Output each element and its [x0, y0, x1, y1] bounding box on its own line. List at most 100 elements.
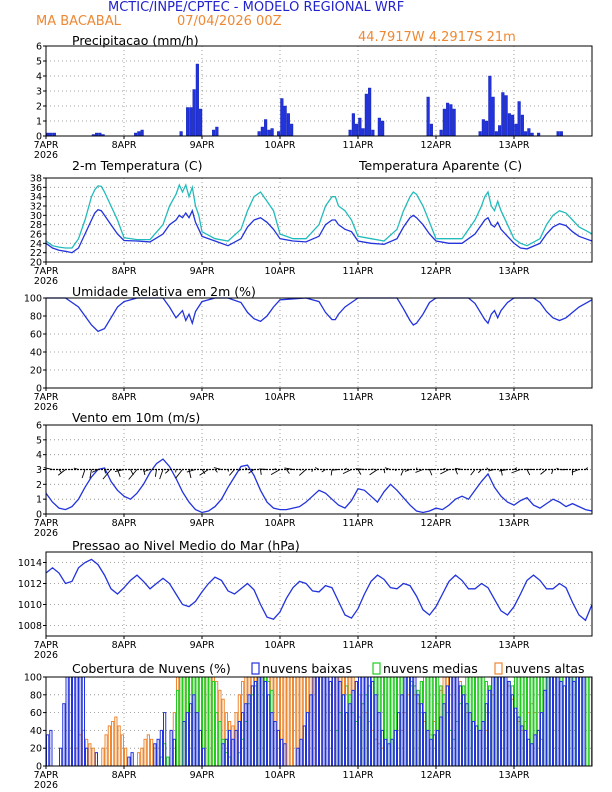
- cloud-bar-low: [338, 680, 342, 767]
- wind-barb: [415, 469, 424, 473]
- x-tick-label: 8APR: [112, 392, 137, 403]
- cloud-bar-low: [72, 676, 76, 767]
- x-tick-label: 9APR: [190, 518, 215, 529]
- wind-barb: [270, 469, 281, 476]
- cloud-bar-low: [452, 676, 456, 767]
- cloud-bar-low: [234, 729, 238, 767]
- cloud-bar-mid: [205, 676, 209, 767]
- cloud-bar-low: [510, 694, 514, 767]
- wind-barb: [245, 467, 248, 470]
- wind-barb: [201, 469, 206, 475]
- wind-barb: [331, 469, 339, 471]
- cloud-bar-low: [244, 703, 248, 767]
- cloud-bar-mid: [166, 756, 170, 767]
- y-tick-label: 3: [36, 87, 42, 98]
- cloud-bar-low: [364, 676, 368, 767]
- cloud-bar-low: [46, 734, 50, 767]
- wind-barb: [143, 469, 146, 476]
- cloud-bar-low: [85, 747, 89, 767]
- cloud-bar-low: [426, 729, 430, 767]
- wind-barb: [488, 469, 495, 472]
- y-tick-label: 30: [30, 211, 42, 222]
- precip-bar: [137, 131, 141, 137]
- cloud-bar-high: [293, 676, 297, 767]
- cloud-bar-mid: [218, 721, 222, 767]
- y-tick-label: 1: [36, 117, 42, 128]
- panel-clouds: 0 20 40 60 80 100 7APR 8APR 9APR 10APR 11APR 12APR 1…: [24, 661, 593, 791]
- precip-bar: [442, 108, 446, 137]
- cloud-bar-low: [81, 676, 85, 767]
- cloud-bar-low: [384, 738, 388, 767]
- cloud-bar-high: [124, 747, 128, 767]
- wind-barb: [284, 467, 294, 470]
- legend-label: nuvens medias: [383, 661, 478, 676]
- cloud-bar-low: [322, 676, 326, 767]
- cloud-bar-low: [423, 712, 427, 767]
- panel-precip: 0 1 2 3 4 5 6 7APR 8APR 9APR 10APR 11APR 12APR 13APR 2…: [34, 33, 593, 161]
- x-tick-label: 8APR: [112, 640, 137, 651]
- wind-barb: [186, 469, 196, 473]
- cloud-bar-low: [559, 680, 563, 767]
- x-tick-label: 11APR: [343, 640, 374, 651]
- series-line-rh-0: [46, 297, 593, 333]
- wind-barb: [454, 467, 463, 470]
- cloud-bar-low: [332, 676, 336, 767]
- cloud-bar-high: [143, 738, 147, 767]
- y-tick-label: 24: [30, 239, 42, 250]
- cloud-bar-low: [312, 676, 316, 767]
- y-tick-label: 60: [30, 708, 42, 719]
- cloud-bar-low: [315, 676, 319, 767]
- cloud-bar-low: [543, 689, 547, 767]
- cloud-bar-high: [88, 743, 92, 767]
- cloud-bar-low: [260, 676, 264, 767]
- wind-barb: [330, 469, 333, 476]
- cloud-bar-low: [575, 676, 579, 767]
- cloud-bar-low: [257, 676, 261, 767]
- cloud-bar-low: [432, 734, 436, 767]
- cloud-bar-high: [289, 676, 293, 767]
- x-tick-label: 13APR: [499, 266, 530, 277]
- cloud-bar-low: [478, 729, 482, 767]
- precip-bar: [267, 129, 271, 137]
- x-tick-label: 9APR: [190, 266, 215, 277]
- cloud-bar-low: [406, 676, 410, 767]
- cloud-bar-low: [566, 676, 570, 767]
- y-tick-label: 1008: [18, 621, 42, 632]
- y-tick-label: 28: [30, 220, 42, 231]
- y-tick-label: 4: [36, 72, 42, 83]
- x-tick-label: 7APR: [34, 140, 59, 151]
- cloud-bar-high: [140, 747, 144, 767]
- wind-barb: [128, 469, 138, 480]
- precip-bar: [488, 75, 492, 137]
- x-tick-label: 13APR: [499, 392, 530, 403]
- cloud-bar-high: [114, 716, 118, 767]
- cloud-bar-low: [127, 756, 131, 767]
- x-tick-label: 10APR: [265, 770, 296, 781]
- legend-swatch: [494, 662, 503, 675]
- cloud-bar-mid: [215, 712, 219, 767]
- cloud-bar-low: [429, 738, 433, 767]
- wind-barb: [394, 469, 398, 472]
- x-year-label: 2026: [34, 276, 58, 287]
- x-tick-label: 13APR: [499, 518, 530, 529]
- wind-barb: [299, 469, 307, 476]
- cloud-bar-low: [387, 743, 391, 767]
- precip-bar: [511, 114, 515, 137]
- run-label: 07/04/2026 00Z: [177, 14, 282, 29]
- x-tick-label: 9APR: [190, 392, 215, 403]
- wind-barb: [404, 469, 411, 472]
- x-tick-label: 7APR: [34, 770, 59, 781]
- cloud-bar-low: [163, 712, 167, 767]
- cloud-bar-low: [283, 743, 287, 767]
- x-tick-label: 11APR: [343, 140, 374, 151]
- cloud-bar-low: [579, 676, 583, 767]
- x-tick-label: 8APR: [112, 518, 137, 529]
- cloud-bar-low: [182, 721, 186, 767]
- wind-barb: [260, 469, 262, 475]
- cloud-bar-low: [569, 676, 573, 767]
- x-tick-label: 8APR: [112, 770, 137, 781]
- x-year-label: 2026: [34, 780, 58, 791]
- x-tick-label: 7APR: [34, 640, 59, 651]
- wind-barb: [91, 469, 99, 473]
- cloud-bar-low: [189, 703, 193, 767]
